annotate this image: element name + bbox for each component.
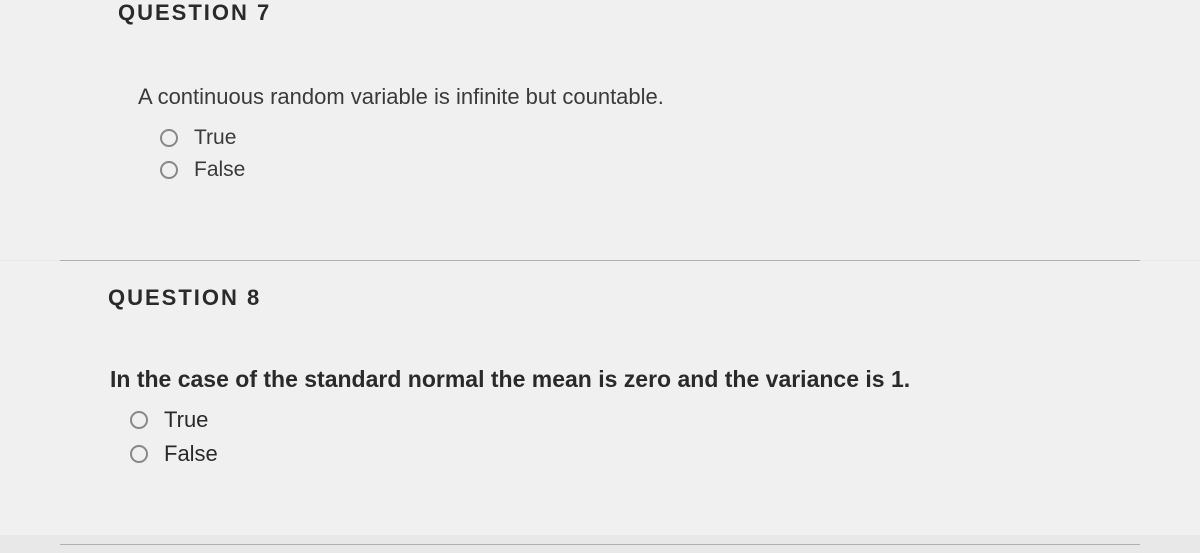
radio-icon <box>130 445 148 463</box>
radio-icon <box>160 129 178 147</box>
question-7-body: A continuous random variable is infinite… <box>0 44 1200 260</box>
question-8-body: In the case of the standard normal the m… <box>0 321 1200 535</box>
question-7-option-false[interactable]: False <box>138 158 1170 182</box>
radio-label: False <box>194 158 245 182</box>
question-7-prompt: A continuous random variable is infinite… <box>138 84 1170 110</box>
radio-icon <box>130 411 148 429</box>
question-8-option-false[interactable]: False <box>110 441 1170 467</box>
question-8-header: QUESTION 8 <box>0 261 1200 321</box>
question-8-block: QUESTION 8 In the case of the standard n… <box>0 261 1200 535</box>
radio-label: True <box>164 407 208 433</box>
radio-icon <box>160 161 178 179</box>
radio-label: False <box>164 441 218 467</box>
question-7-option-true[interactable]: True <box>138 126 1170 150</box>
radio-label: True <box>194 126 236 150</box>
question-8-option-true[interactable]: True <box>110 407 1170 433</box>
question-7-block: QUESTION 7 A continuous random variable … <box>0 0 1200 260</box>
question-7-header: QUESTION 7 <box>0 0 1200 44</box>
question-8-prompt: In the case of the standard normal the m… <box>110 366 1170 393</box>
bottom-divider <box>60 544 1140 545</box>
